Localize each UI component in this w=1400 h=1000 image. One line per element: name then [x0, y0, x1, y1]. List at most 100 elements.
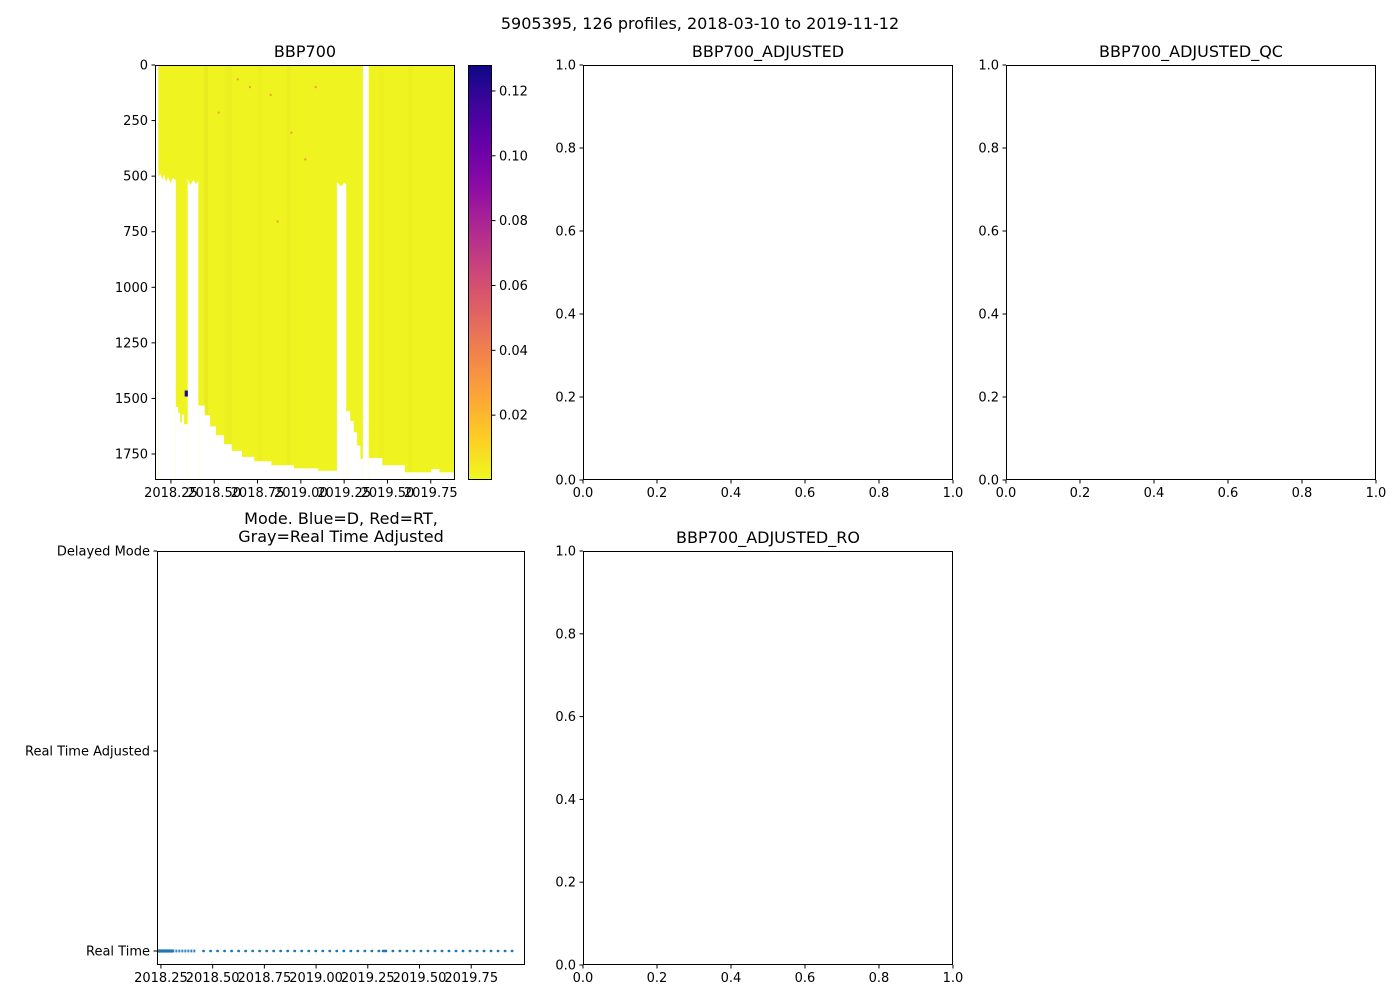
x-tick-label: 0.4	[721, 486, 742, 501]
heatmap-anomaly-point	[184, 390, 188, 397]
x-tick-label: 2018.25	[144, 486, 198, 501]
x-tick-label: 1.0	[943, 486, 964, 501]
x-tick-label: 0.2	[647, 486, 668, 501]
y-tick-label: 1.0	[978, 59, 999, 74]
panel-mode: 2018.252018.502018.752019.002019.252019.…	[25, 509, 525, 986]
heatmap-field	[158, 65, 455, 480]
heatmap-streak	[378, 65, 384, 480]
colorbar-tick-label: 0.08	[499, 214, 528, 229]
y-tick-label: 0	[140, 59, 148, 74]
x-tick-label: 2019.75	[404, 486, 458, 501]
y-tick-label: 1.0	[555, 545, 576, 560]
y-tick-label: 250	[123, 114, 148, 129]
panel-bbp700_adjusted_qc: 0.0 0.2 0.4 0.6 0.8 1.0 0.0 0.2 0.4 0.6 0.8 1.0 BBP7…	[978, 42, 1386, 501]
x-tick-label: 2019.00	[274, 486, 328, 501]
y-tick-label: 1750	[115, 447, 148, 462]
panel-title-line2: Gray=Real Time Adjusted	[238, 527, 444, 546]
colorbar-tick-label: 0.02	[499, 409, 528, 424]
x-tick-label: 1.0	[1366, 486, 1387, 501]
y-tick-label: 0.2	[978, 391, 999, 406]
y-tick-label: 0.4	[555, 793, 576, 808]
y-tick-label: 500	[123, 170, 148, 185]
y-tick-label: 0.6	[555, 225, 576, 240]
x-tick-label: 2019.25	[341, 971, 395, 986]
axes-spines	[1006, 65, 1376, 480]
mode-solid-segment	[158, 949, 174, 953]
colorbar-tick-label: 0.04	[499, 344, 528, 359]
panel-title: BBP700_ADJUSTED_RO	[676, 528, 860, 548]
y-tick-label: 1500	[115, 392, 148, 407]
x-tick-label: 0.2	[1070, 486, 1091, 501]
y-tick-label: 1000	[115, 281, 148, 296]
x-tick-label: 0.8	[869, 486, 890, 501]
figure-title: 5905395, 126 profiles, 2018-03-10 to 201…	[500, 14, 900, 33]
x-tick-label: 2018.50	[187, 486, 241, 501]
y-tick-label: 0.8	[555, 142, 576, 157]
missing-data-gap-below-first-column	[175, 406, 188, 480]
axes-spines	[583, 551, 953, 965]
x-tick-label: 2018.75	[231, 486, 285, 501]
y-tick-label: 1250	[115, 336, 148, 351]
x-tick-label: 0.8	[869, 971, 890, 986]
mode-double-dot	[381, 949, 387, 953]
panel-bbp700_adjusted: 0.0 0.2 0.4 0.6 0.8 1.0 0.0 0.2 0.4 0.6 0.8 1.0 BBP7…	[555, 42, 963, 501]
heatmap-streak	[257, 65, 263, 480]
heatmap-speck	[304, 158, 307, 161]
panel-colorbar: 0.02 0.04 0.06 0.08 0.10 0.12	[468, 65, 528, 480]
x-tick-label: 2018.75	[237, 971, 291, 986]
x-tick-label: 2019.00	[289, 971, 343, 986]
heatmap-streak	[408, 65, 413, 480]
axes-spines	[155, 65, 455, 480]
y-category-label: Delayed Mode	[57, 545, 150, 560]
y-tick-label: 0.4	[555, 308, 576, 323]
x-tick-label: 0.0	[573, 971, 594, 986]
heatmap-speck	[236, 78, 239, 81]
colorbar-tick-label: 0.12	[499, 84, 528, 99]
missing-data-gap-gap-stripe-2019.21	[336, 182, 347, 480]
y-tick-label: 1.0	[555, 59, 576, 74]
heatmap-speck	[217, 111, 220, 114]
heatmap-speck	[248, 86, 251, 89]
x-tick-label: 0.4	[721, 971, 742, 986]
missing-data-gap-gap-stripe-2018.35	[187, 178, 199, 481]
y-tick-label: 0.2	[555, 876, 576, 891]
missing-data-gap-left-deep-gap	[158, 173, 176, 480]
x-tick-label: 0.6	[795, 971, 816, 986]
heatmap-speck	[290, 131, 293, 134]
x-tick-label: 2018.25	[134, 971, 188, 986]
y-tick-label: 0.6	[978, 225, 999, 240]
colorbar-outline	[468, 65, 492, 480]
heatmap-streak	[224, 65, 232, 480]
x-tick-label: 2019.50	[361, 486, 415, 501]
panel-title: BBP700	[274, 42, 336, 61]
y-tick-label: 750	[123, 225, 148, 240]
panel-title: BBP700_ADJUSTED	[692, 42, 844, 62]
colorbar	[468, 65, 492, 480]
x-tick-label: 0.6	[1218, 486, 1239, 501]
y-tick-label: 0.6	[555, 710, 576, 725]
mode-dots	[158, 949, 514, 953]
missing-data-gap-bottom-wedge	[346, 411, 363, 480]
x-tick-label: 0.2	[647, 971, 668, 986]
x-tick-label: 0.6	[795, 486, 816, 501]
y-tick-label: 0.0	[555, 474, 576, 489]
x-tick-label: 0.0	[573, 486, 594, 501]
y-tick-label: 0.0	[555, 959, 576, 974]
y-tick-label: 0.4	[978, 308, 999, 323]
heatmap-speck	[276, 220, 279, 223]
colorbar-tick-label: 0.10	[499, 149, 528, 164]
x-tick-label: 2019.50	[393, 971, 447, 986]
colorbar-tick-label: 0.06	[499, 279, 528, 294]
x-tick-label: 1.0	[943, 971, 964, 986]
axes-spines	[583, 65, 953, 480]
y-category-label: Real Time Adjusted	[25, 745, 150, 760]
heatmap-speck	[269, 93, 272, 96]
y-tick-label: 0.0	[978, 474, 999, 489]
heatmap-streak	[203, 65, 209, 480]
missing-data-gap-bottom-left-stair	[198, 405, 337, 480]
x-tick-label: 0.0	[996, 486, 1017, 501]
x-tick-label: 2018.50	[186, 971, 240, 986]
panel-title-line1: Mode. Blue=D, Red=RT,	[244, 509, 438, 528]
x-tick-label: 2019.25	[317, 486, 371, 501]
